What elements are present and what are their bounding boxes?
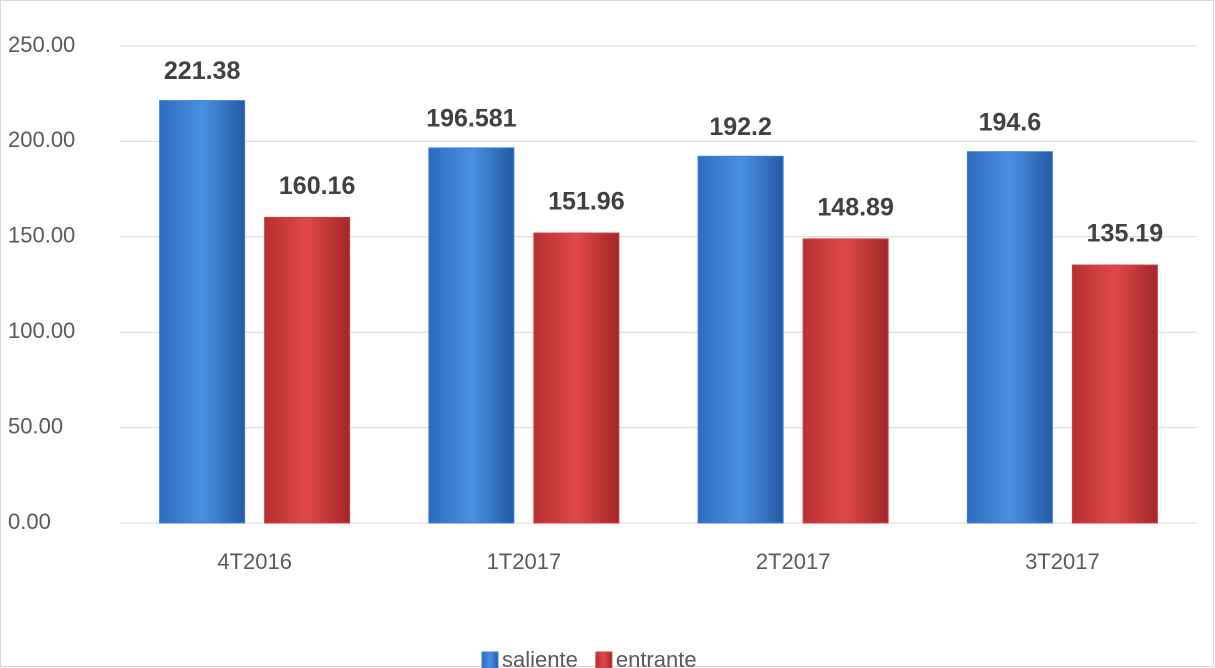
data-label: 160.16: [279, 172, 355, 200]
y-tick-label: 150.00: [8, 223, 75, 248]
y-tick-label: 200.00: [8, 127, 75, 152]
bar: [1071, 264, 1158, 524]
data-label: 194.6: [979, 108, 1042, 136]
x-tick-label: 4T2016: [217, 549, 292, 574]
y-tick-label: 50.00: [8, 413, 63, 438]
legend-label: saliente: [502, 647, 578, 668]
data-label: 221.38: [164, 57, 241, 85]
x-tick-label: 2T2017: [756, 549, 831, 574]
data-label: 151.96: [548, 188, 624, 216]
legend-swatch: [481, 651, 499, 668]
data-label: 196.581: [426, 105, 516, 133]
data-label: 148.89: [817, 194, 893, 222]
data-label: 192.2: [709, 113, 772, 141]
x-tick-label: 1T2017: [487, 549, 562, 574]
bar: [159, 100, 246, 524]
y-tick-label: 250.00: [8, 32, 75, 57]
bar: [428, 147, 515, 524]
bar: [802, 238, 889, 524]
y-tick-label: 100.00: [8, 318, 75, 343]
x-tick-label: 3T2017: [1025, 549, 1100, 574]
bar: [264, 216, 351, 524]
legend-swatch: [595, 651, 613, 668]
data-label: 135.19: [1087, 220, 1163, 248]
bar: [697, 155, 784, 524]
y-tick-label: 0.00: [8, 509, 51, 534]
legend-label: entrante: [616, 647, 697, 668]
bar: [966, 151, 1053, 524]
bar: [533, 232, 620, 524]
